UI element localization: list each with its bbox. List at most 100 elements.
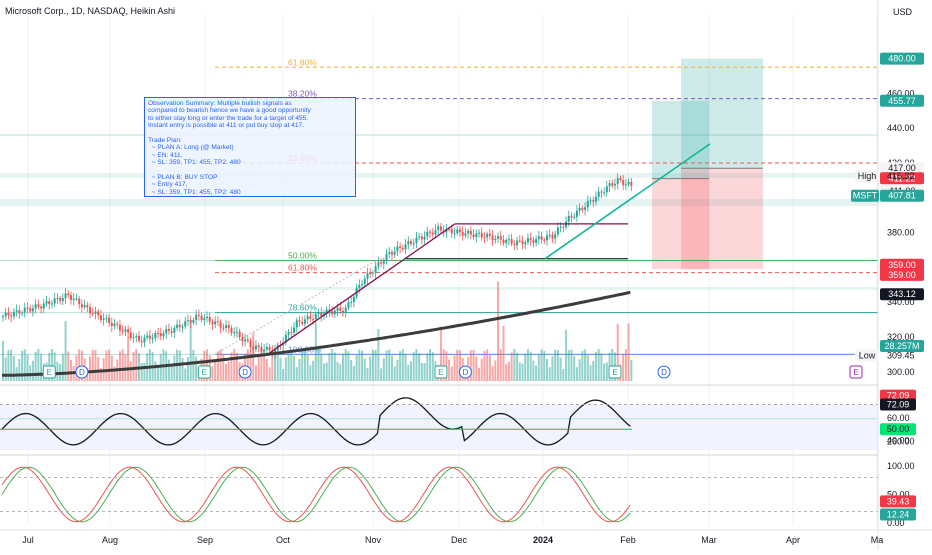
take-profit-zone[interactable] — [681, 58, 763, 169]
volume-bar — [64, 321, 67, 381]
candle-body — [148, 335, 151, 339]
volume-bar — [439, 326, 442, 381]
symbol-tag: MSFT — [853, 191, 878, 201]
price-tag: 455.77 — [888, 96, 916, 106]
price-tag-bg[interactable] — [880, 172, 924, 185]
volume-bar — [562, 368, 565, 381]
volume-bar — [257, 354, 260, 381]
candle-body — [306, 316, 309, 320]
volume-bar — [271, 356, 274, 381]
candle-body — [116, 323, 119, 325]
upcoming-earnings-marker[interactable] — [849, 365, 863, 379]
volume-bar — [456, 349, 459, 381]
price-tag-bg[interactable] — [880, 52, 924, 65]
candle-body — [181, 326, 184, 328]
candle-body — [361, 284, 364, 286]
price-tag-bg[interactable] — [880, 268, 924, 281]
dividend-marker[interactable] — [458, 365, 472, 379]
stoch-tag-bg[interactable] — [880, 495, 916, 508]
volume-bar — [469, 350, 472, 381]
candle-body — [178, 324, 181, 328]
candle-body — [559, 226, 562, 228]
volume-bar — [546, 359, 548, 381]
symbol-tag-bg[interactable] — [851, 189, 879, 202]
volume-bar — [121, 349, 124, 381]
side-tag-high-bg[interactable] — [855, 169, 879, 182]
candle-body — [434, 230, 437, 235]
volume-bar — [567, 350, 570, 381]
volume-bar — [518, 362, 521, 381]
candle-body — [208, 316, 211, 322]
candle-body — [352, 296, 355, 302]
candle-body — [562, 226, 565, 228]
candle-body — [91, 313, 94, 315]
price-tag-bg[interactable] — [880, 94, 924, 107]
support-zone — [0, 287, 878, 290]
rsi-tag-bg[interactable] — [880, 423, 916, 436]
stop-loss-zone[interactable] — [652, 178, 709, 270]
annotation-box[interactable]: Observation Summary: Multiple bullish si… — [144, 97, 356, 197]
candle-body — [331, 311, 334, 315]
volume-bar — [556, 350, 559, 381]
rsi-tag-bg[interactable] — [880, 398, 916, 411]
candle-body — [567, 215, 570, 222]
volume-bar — [61, 353, 64, 381]
dividend-marker[interactable] — [75, 365, 89, 379]
side-tag-low-bg[interactable] — [855, 349, 879, 362]
candle-body — [154, 332, 157, 339]
candle-body — [570, 215, 573, 218]
volume-bar — [331, 349, 334, 381]
candle-body — [167, 329, 170, 331]
volume-bar — [499, 349, 502, 381]
earnings-marker[interactable] — [42, 365, 56, 379]
volume-bar — [426, 353, 429, 381]
price-tick-label: 300.00 — [887, 367, 915, 377]
rsi-tick-label: 40.00 — [887, 435, 910, 445]
candle-body — [124, 329, 127, 332]
volume-bar — [570, 349, 573, 381]
volume-bar — [363, 358, 366, 381]
price-tag-bg[interactable] — [880, 258, 924, 271]
stoch-tag-bg[interactable] — [880, 508, 916, 521]
volume-bar — [594, 351, 597, 381]
candle-body — [249, 340, 252, 348]
stop-loss-zone[interactable] — [681, 168, 763, 270]
upcoming-dividend-marker[interactable] — [657, 365, 671, 379]
candle-body — [78, 298, 81, 305]
price-tag-bg[interactable] — [880, 288, 924, 301]
earnings-marker[interactable] — [434, 365, 448, 379]
candle-body — [388, 252, 391, 255]
volume-bar — [611, 349, 614, 381]
earnings-marker[interactable] — [197, 365, 211, 379]
take-profit-zone[interactable] — [652, 100, 709, 179]
candle-body — [431, 232, 434, 235]
candle-body — [592, 200, 595, 202]
volume-bar — [578, 359, 581, 381]
candle-body — [42, 303, 45, 309]
candle-body — [597, 191, 600, 197]
price-tag-bg[interactable] — [880, 162, 924, 175]
volume-bar — [616, 323, 619, 381]
volume-bar — [284, 357, 287, 381]
dividend-marker[interactable] — [238, 365, 252, 379]
candle-body — [344, 307, 347, 313]
candle-body — [608, 183, 611, 187]
earnings-marker[interactable] — [608, 365, 622, 379]
candle-body — [605, 186, 608, 193]
event-marker-label: E — [202, 368, 207, 377]
price-tag-bg[interactable] — [880, 189, 924, 202]
candle-body — [246, 339, 249, 341]
time-axis-label: Jul — [22, 535, 34, 545]
price-tag-bg[interactable] — [880, 340, 924, 352]
volume-bar — [605, 362, 608, 381]
volume-bar — [524, 353, 527, 381]
price-tag: 407.81 — [888, 191, 916, 201]
candle-body — [314, 313, 317, 320]
candle-body — [235, 331, 238, 333]
candle-body — [600, 191, 603, 193]
volume-bar — [268, 367, 271, 381]
stoch-tick-label: 0.00 — [887, 518, 905, 528]
candle-body — [453, 233, 456, 235]
